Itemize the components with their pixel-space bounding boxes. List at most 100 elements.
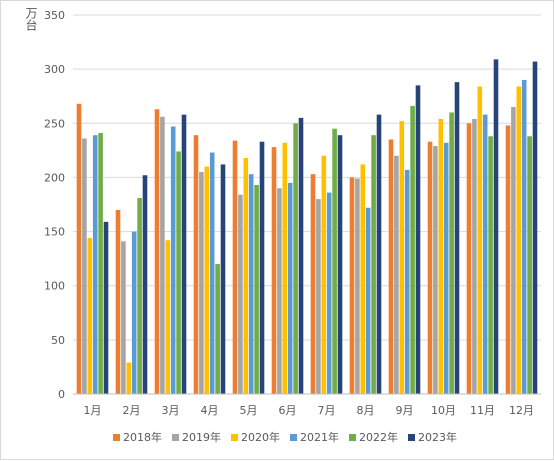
bar-2022年-12月	[527, 136, 532, 394]
bar-2021年-11月	[482, 114, 488, 395]
x-tick-label: 8月	[357, 404, 375, 417]
bar-2023年-1月	[103, 221, 109, 394]
bar-2018年-2月	[115, 209, 121, 394]
bar-2018年-5月	[232, 140, 238, 394]
bar-2022年-6月	[293, 123, 298, 394]
bar-2022年-10月	[449, 112, 454, 395]
bar-2022年-9月	[410, 105, 415, 395]
bar-2021年-6月	[287, 182, 293, 394]
y-tick-label: 250	[44, 117, 65, 130]
bar-2022年-5月	[254, 185, 259, 394]
bar-2019年-11月	[472, 118, 477, 394]
legend-swatch	[172, 434, 179, 441]
bar-2019年-1月	[82, 138, 87, 394]
bar-2021年-5月	[248, 174, 254, 394]
bar-2022年-8月	[371, 135, 376, 394]
bar-2018年-3月	[154, 109, 160, 395]
bar-2020年-12月	[516, 86, 522, 394]
bar-2023年-6月	[298, 117, 304, 395]
bar-2022年-1月	[98, 133, 103, 394]
y-tick-label: 100	[44, 280, 65, 293]
bar-2023年-7月	[337, 135, 343, 394]
y-axis-unit-label: 万台	[24, 7, 38, 31]
bar-2023年-5月	[259, 141, 265, 394]
x-tick-label: 10月	[431, 404, 456, 417]
bar-2018年-12月	[505, 125, 511, 394]
bar-2020年-11月	[477, 86, 483, 394]
bar-2022年-4月	[215, 264, 220, 394]
bar-2021年-1月	[92, 135, 98, 394]
bar-2021年-2月	[131, 231, 137, 394]
legend-swatch	[231, 434, 238, 441]
bar-2023年-4月	[220, 164, 226, 394]
y-tick-label: 300	[44, 63, 65, 76]
legend-swatch	[349, 434, 356, 441]
bar-2019年-9月	[394, 155, 399, 394]
bar-2020年-5月	[243, 157, 249, 394]
bar-2020年-1月	[87, 238, 93, 394]
bar-2019年-12月	[511, 107, 516, 394]
legend-swatch	[113, 434, 120, 441]
legend-label: 2019年	[182, 430, 221, 444]
bar-2020年-6月	[282, 142, 288, 394]
bar-2020年-4月	[204, 166, 210, 394]
bar-2019年-3月	[160, 116, 165, 394]
bar-2019年-2月	[121, 241, 126, 394]
legend-label: 2020年	[241, 430, 280, 444]
bar-2023年-3月	[181, 114, 187, 395]
legend-label: 2023年	[418, 430, 457, 444]
bar-2021年-3月	[170, 126, 176, 394]
bar-2021年-8月	[365, 207, 371, 394]
bar-2021年-4月	[209, 152, 215, 394]
bar-2018年-11月	[466, 123, 472, 394]
bar-2018年-4月	[193, 135, 199, 394]
bar-2023年-12月	[532, 61, 538, 395]
x-tick-label: 6月	[279, 404, 297, 417]
gridlines	[73, 14, 541, 341]
y-tick-label: 0	[58, 388, 65, 401]
bar-2019年-5月	[238, 194, 243, 394]
bar-2020年-7月	[321, 155, 327, 394]
bar-2020年-2月	[126, 362, 132, 394]
bar-2020年-8月	[360, 164, 366, 394]
legend: 2018年 2019年 2020年 2021年 2022年 2023年	[113, 430, 457, 444]
x-tick-label: 4月	[201, 404, 219, 417]
x-tick-label: 7月	[318, 404, 336, 417]
x-tick-label: 2月	[123, 404, 141, 417]
legend-label: 2018年	[123, 430, 162, 444]
legend-label: 2022年	[359, 430, 398, 444]
bar-2019年-7月	[316, 199, 321, 394]
bar-2020年-9月	[399, 121, 405, 395]
bars	[76, 59, 538, 395]
bar-2023年-11月	[493, 59, 499, 395]
x-tick-label: 9月	[396, 404, 414, 417]
bar-2019年-4月	[199, 172, 204, 394]
bar-2018年-6月	[271, 147, 277, 394]
bar-2022年-3月	[176, 151, 181, 394]
bar-2018年-10月	[427, 141, 433, 394]
bar-2023年-2月	[142, 175, 148, 394]
x-tick-label: 1月	[84, 404, 102, 417]
bar-2021年-12月	[521, 79, 527, 394]
bar-2021年-10月	[443, 142, 449, 394]
bar-2023年-8月	[376, 114, 382, 395]
x-tick-label: 5月	[240, 404, 258, 417]
x-tick-label: 3月	[162, 404, 180, 417]
bar-2018年-9月	[388, 139, 394, 394]
x-tick-label: 12月	[509, 404, 534, 417]
bar-2018年-7月	[310, 174, 316, 394]
bar-2019年-6月	[277, 188, 282, 394]
y-tick-label: 350	[44, 9, 65, 22]
bar-2020年-10月	[438, 118, 444, 394]
bar-2022年-7月	[332, 128, 337, 394]
bar-2021年-7月	[326, 192, 332, 394]
legend-swatch	[290, 434, 297, 441]
y-tick-label: 50	[51, 334, 65, 347]
legend-label: 2021年	[300, 430, 339, 444]
bar-2018年-1月	[76, 103, 82, 394]
x-tick-label: 11月	[470, 404, 495, 417]
bar-2019年-10月	[433, 146, 438, 394]
bar-2022年-11月	[488, 136, 493, 394]
